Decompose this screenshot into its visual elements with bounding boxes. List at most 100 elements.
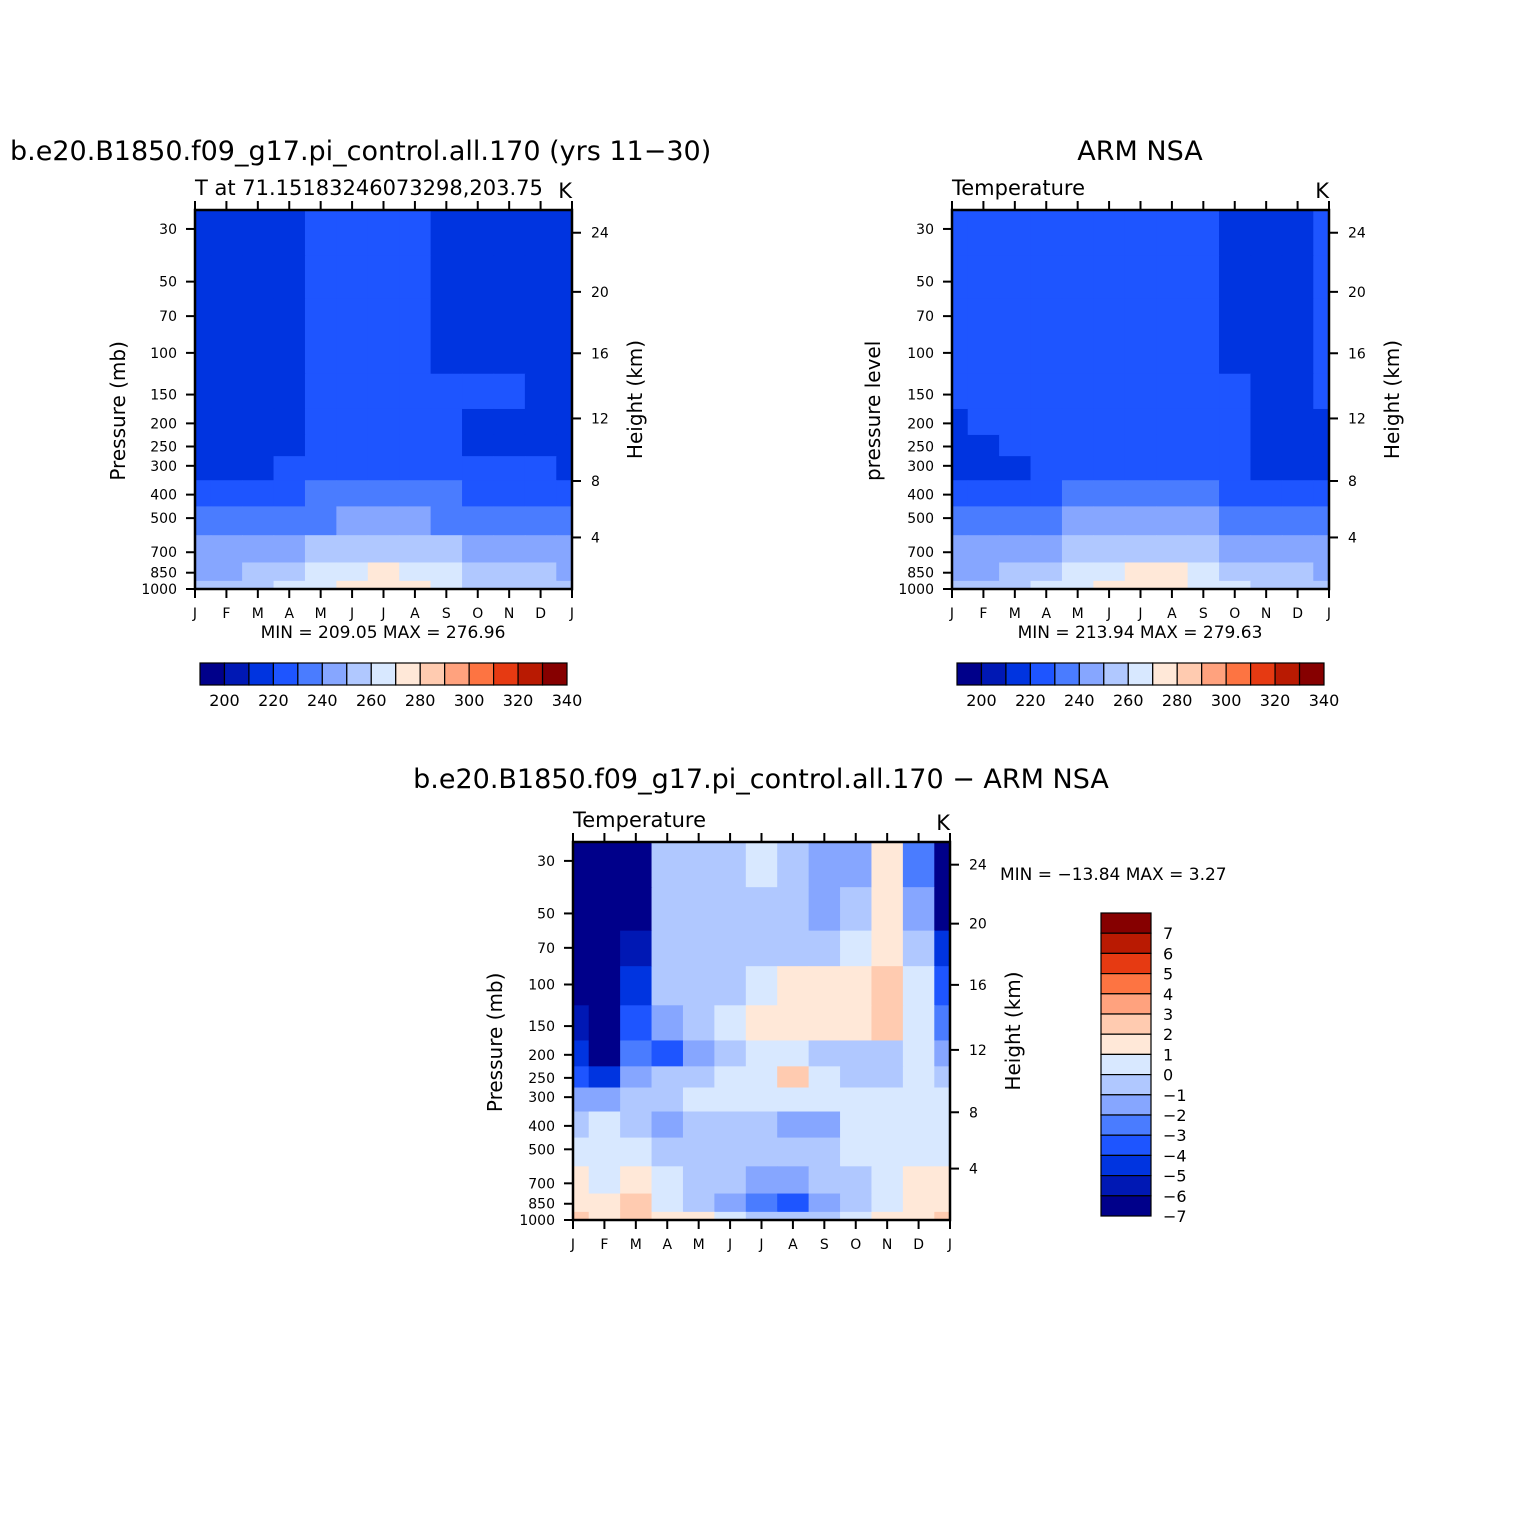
heatmap-cell (556, 334, 572, 375)
y-tick-right-label: 12 (591, 411, 609, 427)
panel-obs: J F M A M J J A S O N D J 30 50 70 100 150 200 250 300 400 500… (861, 136, 1404, 710)
heatmap-cell (999, 298, 1032, 336)
heatmap-cell (195, 255, 212, 300)
y-tick-label: 30 (916, 222, 934, 238)
heatmap-cell (588, 1066, 621, 1089)
heatmap-cell (367, 580, 400, 589)
x-tick-label: M (693, 1237, 705, 1253)
heatmap-cell (1281, 373, 1314, 410)
heatmap-cell (777, 966, 810, 1006)
heatmap-cell (399, 562, 432, 582)
colorbar-swatch (1005, 662, 1032, 686)
heatmap-cell (430, 580, 463, 589)
colorbar: 200 220 240 260 280 300 320 340 (199, 662, 582, 710)
heatmap-cell (745, 842, 778, 888)
heatmap-cell (336, 580, 369, 589)
y-tick-label: 850 (528, 1197, 555, 1213)
heatmap-cell (952, 298, 969, 336)
heatmap-cell (1030, 434, 1063, 457)
heatmap-cell (273, 210, 306, 256)
heatmap-cell (367, 298, 400, 336)
heatmap-cell (367, 456, 400, 481)
heatmap-cell (1093, 373, 1126, 410)
heatmap-cell (967, 535, 1000, 564)
heatmap-cell (493, 373, 526, 410)
heatmap-cell (556, 298, 572, 336)
heatmap-cell (682, 1087, 715, 1113)
y-tick-right-label: 12 (1348, 411, 1366, 427)
heatmap-cell (999, 562, 1032, 582)
y-tick-label: 400 (528, 1119, 555, 1135)
y-tick-label: 250 (150, 439, 177, 455)
colorbar-label: 200 (209, 691, 240, 710)
x-tick-label: S (442, 606, 451, 622)
heatmap-cell (304, 562, 337, 582)
heatmap-cell (367, 480, 400, 507)
colorbar-label: 4 (1163, 985, 1173, 1004)
heatmap-cell (1281, 408, 1314, 436)
heatmap-cell (1156, 255, 1189, 300)
heatmap-cell (430, 373, 463, 410)
heatmap-cell (588, 1040, 621, 1067)
heatmap-cell (195, 210, 212, 256)
heatmap-cell (1093, 408, 1126, 436)
y-tick-label: 50 (916, 275, 934, 291)
heatmap-cell (1093, 580, 1126, 589)
heatmap-cell (1187, 408, 1220, 436)
heatmap-cell (808, 1111, 841, 1139)
heatmap-cell (1219, 408, 1252, 436)
heatmap-cell (934, 1211, 950, 1220)
heatmap-cell (524, 434, 557, 457)
y-tick-right-label: 20 (969, 917, 987, 933)
heatmap-cell (682, 930, 715, 967)
heatmap-cell (999, 334, 1032, 375)
heatmap-cell (871, 1040, 904, 1067)
heatmap-cell (1250, 373, 1283, 410)
heatmap-cells (195, 210, 572, 589)
heatmap-cell (588, 1137, 621, 1167)
x-tick-label: J (1106, 606, 1111, 622)
x-tick-label: S (1199, 606, 1208, 622)
heatmap-cell (967, 334, 1000, 375)
colorbar-swatch (1100, 1094, 1152, 1116)
heatmap-cell (210, 535, 243, 564)
y-tick-label: 100 (150, 346, 177, 362)
heatmap-cell (242, 580, 275, 589)
y-tick-label: 200 (150, 416, 177, 432)
heatmap-cell (210, 373, 243, 410)
heatmap-cell (934, 966, 950, 1006)
heatmap-cell (1187, 580, 1220, 589)
heatmap-cell (195, 373, 212, 410)
heatmap-cell (1250, 334, 1283, 375)
heatmap-cell (745, 1087, 778, 1113)
heatmap-cell (840, 842, 873, 888)
heatmap-cell (195, 334, 212, 375)
heatmap-cell (524, 210, 557, 256)
colorbar-label: 340 (1309, 691, 1340, 710)
heatmap-cell (902, 1166, 935, 1195)
heatmap-cell (902, 966, 935, 1006)
y-tick-label: 400 (150, 488, 177, 504)
heatmap-cell (1250, 456, 1283, 481)
heatmap-cell (714, 930, 747, 967)
heatmap-cell (934, 1111, 950, 1139)
heatmap-cell (682, 1040, 715, 1067)
heatmap-cell (524, 298, 557, 336)
heatmap-cell (1313, 298, 1329, 336)
heatmap-cell (651, 1087, 684, 1113)
heatmap-cell (556, 562, 572, 582)
heatmap-cell (1281, 298, 1314, 336)
heatmap-cell (777, 1005, 810, 1042)
heatmap-cell (999, 480, 1032, 507)
heatmap-cell (871, 842, 904, 888)
y-tick-label: 300 (907, 459, 934, 475)
heatmap-cell (1093, 562, 1126, 582)
y-axis-right-label: Height (km) (623, 340, 647, 459)
colorbar-label: 220 (258, 691, 289, 710)
heatmap-cell (745, 930, 778, 967)
heatmap-cell (777, 1087, 810, 1113)
panel-diff: J F M A M J J A S O N D J305070100150200250300400500… (413, 764, 1226, 1253)
heatmap-cell (1093, 535, 1126, 564)
heatmap-cell (462, 506, 495, 536)
heatmap-cell (682, 1211, 715, 1220)
